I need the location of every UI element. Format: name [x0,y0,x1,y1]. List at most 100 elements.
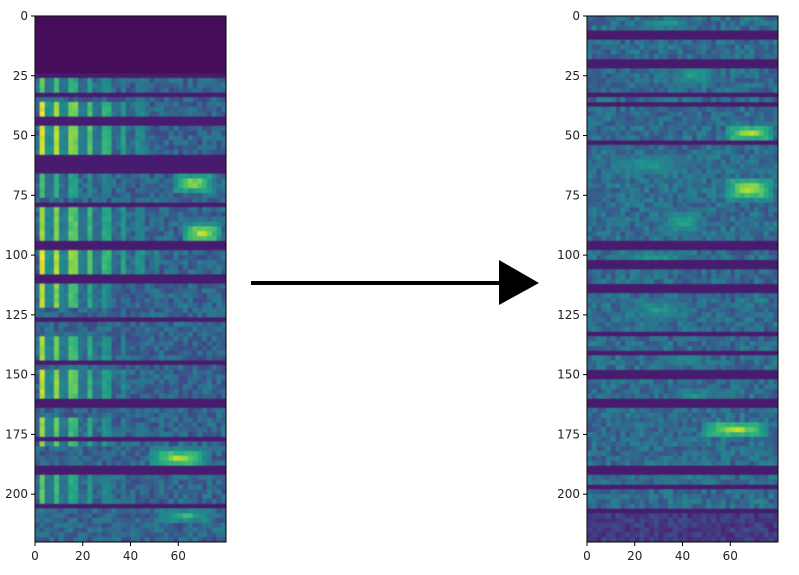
heatmap-cell [97,336,103,342]
heatmap-cell [77,408,84,414]
heatmap-cell [111,121,117,127]
heatmap-cell [187,350,194,357]
heatmap-cell [773,16,778,22]
heatmap-cell [144,188,151,194]
heatmap-cell [197,87,203,94]
heatmap-cell [149,417,155,424]
heatmap-cell [92,298,98,304]
heatmap-cell [73,121,79,127]
heatmap-cell [144,212,151,218]
heatmap-cell [211,326,218,333]
heatmap-cell [178,231,184,237]
heatmap-cell [101,446,108,452]
heatmap-cell [101,202,108,208]
heatmap-cell [101,207,108,213]
heatmap-cell [87,436,93,443]
heatmap-cell [197,345,203,352]
heatmap-cell [116,92,122,98]
heatmap-cell [54,522,60,529]
heatmap-cell [116,489,122,495]
heatmap-cell [116,326,122,333]
heatmap-cell [149,365,155,371]
heatmap-cell [649,49,655,55]
heatmap-cell [63,446,70,452]
heatmap-cell [730,68,736,74]
heatmap-cell [149,207,155,213]
heatmap-cell [73,417,79,424]
heatmap-cell [758,78,765,84]
heatmap-cell [116,302,122,309]
heatmap-cell [87,135,93,141]
heatmap-cell [116,216,122,223]
heatmap-cell [87,532,93,538]
heatmap-cell [187,398,194,404]
heatmap-cell [54,465,60,471]
heatmap-cell [749,44,755,51]
heatmap-cell [216,68,222,74]
heatmap-cell [173,293,179,299]
heatmap-cell [130,460,136,467]
heatmap-cell [159,197,165,204]
heatmap-cell [44,202,50,208]
heatmap-cell [149,532,155,538]
heatmap-cell [725,49,731,55]
heatmap-cell [101,106,108,113]
heatmap-cell [63,336,70,342]
heatmap-cell [197,350,203,357]
heatmap-cell [216,159,222,165]
heatmap-cell [44,116,50,122]
heatmap-cell [178,479,184,486]
heatmap-cell [187,446,194,452]
heatmap-cell [82,369,89,376]
heatmap-cell [101,475,108,481]
heatmap-cell [653,44,660,51]
heatmap-cell [87,116,93,122]
heatmap-cell [140,68,146,74]
heatmap-cell [120,39,127,46]
heatmap-cell [154,436,160,443]
heatmap-cell [101,274,108,280]
heatmap-cell [125,537,132,542]
heatmap-cell [44,288,50,294]
heatmap-cell [159,393,165,400]
heatmap-cell [629,78,636,84]
heatmap-cell [116,102,122,108]
heatmap-cell [92,436,98,443]
heatmap-cell [206,384,213,390]
heatmap-cell [144,403,151,409]
heatmap-cell [130,116,136,122]
heatmap-cell [216,408,222,414]
heatmap-cell [82,322,89,328]
heatmap-cell [687,35,693,41]
heatmap-cell [620,16,626,22]
heatmap-cell [159,149,165,156]
heatmap-cell [125,379,132,385]
heatmap-cell [140,388,146,395]
heatmap-cell [663,49,669,55]
heatmap-cell [68,149,74,156]
heatmap-cell [49,384,55,390]
heatmap-cell [587,44,593,51]
heatmap-cell [92,451,98,457]
heatmap-cell [92,78,98,84]
heatmap-cell [135,106,141,113]
heatmap-cell [92,269,98,275]
heatmap-cell [111,494,117,500]
heatmap-cell [106,317,113,323]
heatmap-cell [768,54,774,60]
heatmap-cell [620,73,626,79]
heatmap-cell [97,331,103,337]
heatmap-cell [49,288,55,294]
heatmap-cell [101,269,108,275]
heatmap-cell [168,441,175,447]
heatmap-cell [197,441,203,447]
heatmap-cell [149,68,155,74]
heatmap-cell [87,178,93,184]
heatmap-cell [173,159,179,165]
heatmap-cell [58,475,65,481]
heatmap-cell [149,164,155,170]
heatmap-cell [44,135,50,141]
heatmap-cell [211,130,218,137]
heatmap-cell [140,149,146,156]
heatmap-cell [140,135,146,141]
